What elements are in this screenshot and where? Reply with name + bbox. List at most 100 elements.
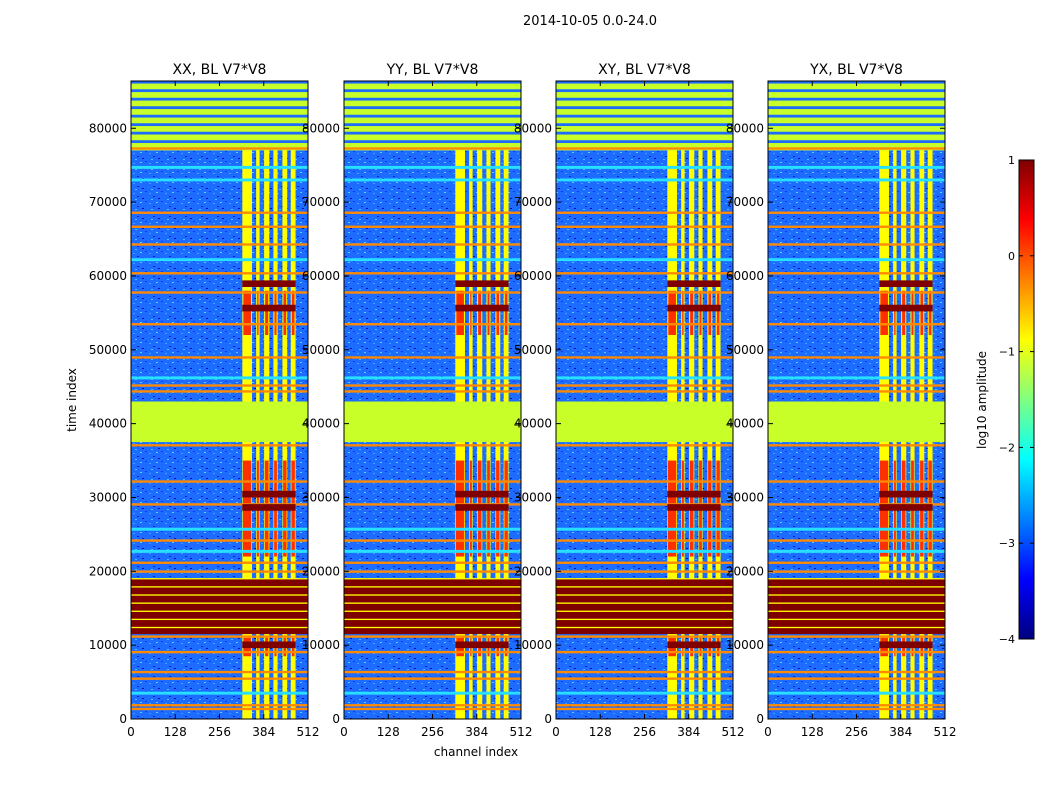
saturated-stripe: [768, 586, 945, 588]
saturated-stripe: [344, 578, 521, 580]
data-stripe: [344, 131, 521, 135]
rfi-channel-stripe: [290, 81, 296, 719]
y-tick-label: 70000: [89, 195, 127, 209]
gap-line: [768, 691, 945, 695]
rfi-channel-stripe: [469, 81, 473, 719]
rfi-hot-region: [243, 290, 251, 336]
saturated-rfi: [879, 490, 933, 498]
flagged-band: [344, 401, 521, 443]
colorbar-tick-label: −4: [999, 633, 1015, 646]
colorbar-tick-label: 0: [1008, 250, 1015, 263]
data-stripe: [131, 131, 308, 135]
saturated-rfi: [455, 641, 509, 649]
saturated-stripe: [131, 618, 308, 621]
gap-line: [768, 178, 945, 182]
rfi-channel-stripe: [893, 81, 897, 719]
rfi-channel-stripe: [689, 81, 695, 719]
rfi-line: [344, 225, 521, 228]
y-tick-label: 40000: [726, 417, 764, 431]
saturated-stripe: [556, 594, 733, 596]
data-stripe: [556, 123, 733, 127]
rfi-line: [556, 503, 733, 506]
data-stripe: [556, 114, 733, 118]
rfi-line: [556, 539, 733, 542]
rfi-line: [344, 291, 521, 294]
rfi-line: [131, 272, 308, 275]
rfi-line: [131, 677, 308, 680]
panel-title: YY, BL V7*V8: [386, 62, 479, 78]
saturated-stripe: [131, 602, 308, 604]
rfi-line: [768, 444, 945, 447]
rfi-hot-region: [716, 290, 720, 336]
y-tick-label: 50000: [302, 343, 340, 357]
y-tick-label: 20000: [89, 564, 127, 578]
rfi-channel-stripe: [707, 81, 713, 719]
y-tick-label: 60000: [514, 269, 552, 283]
rfi-hot-region: [291, 290, 295, 336]
rfi-line: [768, 384, 945, 387]
colorbar-label: log10 amplitude: [975, 351, 989, 449]
saturated-rfi: [242, 490, 296, 498]
gap-line: [131, 376, 308, 380]
rfi-line: [344, 147, 521, 150]
rfi-hot-region: [894, 290, 896, 336]
gap-line: [556, 691, 733, 695]
y-tick-label: 50000: [89, 343, 127, 357]
rfi-line: [344, 670, 521, 674]
rfi-line: [131, 390, 308, 393]
rfi-hot-region: [682, 290, 684, 336]
rfi-line: [556, 650, 733, 654]
x-tick-label: 256: [633, 725, 656, 739]
gap-line: [131, 527, 308, 531]
rfi-line: [768, 211, 945, 214]
x-tick-label: 0: [552, 725, 560, 739]
rfi-channel-stripe: [927, 81, 933, 719]
rfi-channel-stripe: [919, 81, 925, 719]
data-stripe: [344, 123, 521, 127]
rfi-line: [556, 243, 733, 246]
rfi-channel-stripe: [486, 81, 491, 719]
rfi-channel-stripe: [879, 81, 889, 719]
x-tick-label: 0: [340, 725, 348, 739]
rfi-line: [131, 356, 308, 359]
data-stripe: [768, 131, 945, 135]
saturated-stripe: [556, 578, 733, 580]
gap-line: [344, 691, 521, 695]
data-stripe: [131, 97, 308, 101]
saturated-stripe: [556, 610, 733, 612]
rfi-line: [131, 670, 308, 674]
rfi-line: [344, 650, 521, 654]
y-tick-label: 80000: [514, 121, 552, 135]
rfi-line: [768, 356, 945, 359]
saturated-band: [768, 578, 945, 635]
flagged-band: [768, 401, 945, 443]
gap-line: [344, 549, 521, 553]
rfi-hot-region: [668, 290, 676, 336]
saturated-band: [556, 578, 733, 635]
rfi-line: [131, 539, 308, 542]
rfi-hot-region: [265, 290, 269, 336]
saturated-stripe: [768, 610, 945, 612]
rfi-line: [556, 707, 733, 711]
rfi-line: [556, 480, 733, 483]
rfi-line: [344, 211, 521, 214]
rfi-hot-region: [257, 290, 259, 336]
x-tick-label: 512: [934, 725, 957, 739]
x-tick-label: 128: [377, 725, 400, 739]
rfi-line: [556, 561, 733, 564]
rfi-line: [344, 539, 521, 542]
y-axis-label: time index: [65, 368, 79, 432]
rfi-line: [131, 444, 308, 447]
saturated-stripe: [556, 626, 733, 629]
y-tick-label: 10000: [726, 638, 764, 652]
y-tick-label: 40000: [89, 417, 127, 431]
rfi-line: [344, 323, 521, 326]
data-stripe: [344, 97, 521, 101]
data-stripe: [556, 140, 733, 144]
data-stripe: [768, 106, 945, 110]
data-stripe: [768, 140, 945, 144]
rfi-line: [556, 444, 733, 447]
saturated-stripe: [131, 594, 308, 596]
saturated-band: [344, 578, 521, 635]
